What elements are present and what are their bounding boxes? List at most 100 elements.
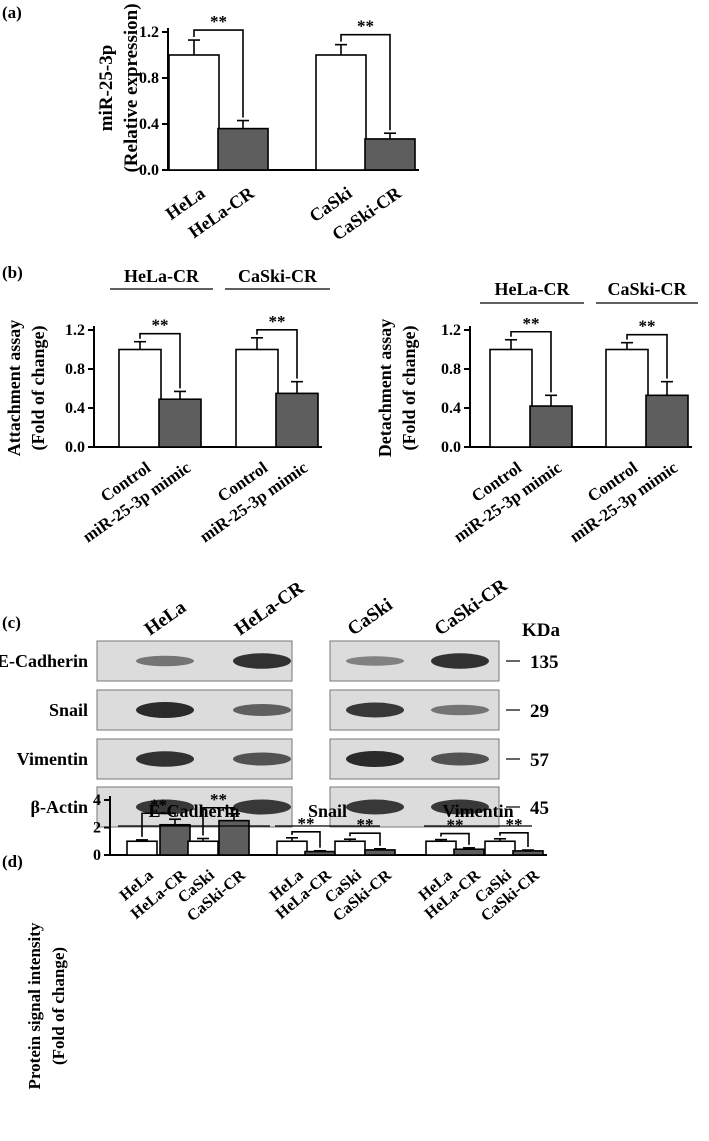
group-label: Vimentin (442, 801, 513, 821)
bar-treated (364, 138, 416, 171)
significance-label: ** (639, 317, 656, 336)
bar-treated (159, 823, 191, 856)
significance-label: ** (357, 815, 374, 834)
group-label: CaSki-CR (607, 279, 687, 299)
bar-treated (453, 848, 485, 856)
panel-b-right-ylabel-2: (Fold of change) (399, 326, 420, 451)
kda-header: KDa (522, 620, 561, 641)
bar-treated (158, 398, 202, 448)
bar-control (489, 348, 533, 448)
group-label: HeLa-CR (124, 266, 200, 286)
bar-control (484, 840, 516, 856)
blot-band (233, 653, 291, 669)
significance-label: ** (506, 815, 523, 834)
group-label: E-Cadherin (148, 801, 239, 821)
significance-label: ** (150, 795, 167, 814)
y-tick-label: 1.2 (139, 24, 159, 41)
significance-label: ** (210, 790, 227, 809)
significance-label: ** (152, 316, 169, 335)
bar-treated (512, 850, 544, 856)
significance-bracket (291, 831, 321, 848)
y-tick-label: 0.0 (441, 439, 461, 456)
blot-band (431, 653, 489, 669)
kda-marker-label: 57 (530, 750, 550, 771)
group-label: HeLa-CR (495, 279, 571, 299)
bar-control (315, 54, 367, 171)
bar-treated (645, 394, 689, 448)
panel-d-ylabel-2: (Fold of change) (49, 947, 68, 1065)
y-tick-label: 0.8 (139, 70, 159, 87)
blot-band (233, 704, 291, 716)
y-tick-label: 0.8 (65, 361, 85, 378)
blot-band (431, 704, 489, 716)
y-tick-label: 0.4 (441, 400, 461, 417)
blot-band (233, 752, 291, 766)
significance-bracket (256, 328, 298, 379)
blot-band (346, 751, 404, 767)
bar-treated (275, 392, 319, 448)
significance-bracket (141, 812, 176, 837)
y-tick-label: 1.2 (441, 322, 461, 339)
panel-d-letter: (d) (2, 852, 23, 871)
significance-label: ** (523, 314, 540, 333)
panel-a-ylabel-1: miR-25-3p (96, 45, 117, 132)
significance-label: ** (447, 816, 464, 835)
kda-marker-label: 45 (530, 798, 549, 819)
blot-band (136, 799, 194, 815)
panel-b-left-ylabel-2: (Fold of change) (28, 326, 49, 451)
blot-band (346, 799, 404, 815)
significance-bracket (440, 832, 470, 845)
bar-control (334, 840, 366, 856)
blot-rows: E-Cadherin 135 Snail 29 Vimentin 57 β-Actin 45 (0, 640, 559, 828)
blot-band (431, 752, 489, 766)
bar-control (118, 348, 162, 448)
y-tick-label: 0.4 (65, 400, 85, 417)
panel-b-left-ylabel-1: Attachment assay (4, 320, 24, 457)
y-tick-label: 1.2 (65, 322, 85, 339)
y-tick-label: 0.4 (139, 116, 159, 133)
significance-bracket (349, 832, 381, 846)
significance-bracket (193, 29, 244, 118)
panel-b-letter: (b) (2, 263, 23, 282)
bar-control (126, 840, 158, 856)
y-tick-label: 4 (93, 792, 101, 809)
kda-marker-label: 135 (530, 652, 559, 673)
blot-band (136, 751, 194, 767)
bar-treated (217, 127, 269, 171)
y-tick-label: 0.0 (139, 162, 159, 179)
significance-bracket (626, 333, 668, 379)
y-tick-label: 0 (93, 847, 101, 864)
y-tick-label: 2 (93, 820, 101, 837)
significance-bracket (202, 806, 235, 836)
panel-d-ylabel-1: Protein signal intensity (25, 922, 44, 1089)
panel-a-letter: (a) (2, 3, 22, 22)
bar-treated (364, 849, 396, 856)
group-label: Snail (308, 801, 347, 821)
significance-label: ** (298, 814, 315, 833)
panel-b-right-ylabel-1: Detachment assay (375, 319, 395, 457)
lane-label-caski: CaSki (344, 594, 397, 640)
blot-row-label: Vimentin (17, 749, 88, 769)
bar-control (187, 840, 219, 856)
blot-row-label: β-Actin (31, 797, 88, 817)
kda-marker-label: 29 (530, 701, 549, 722)
western-blot: HeLa HeLa-CR CaSki CaSki-CR KDa E-Cadher… (0, 575, 561, 828)
significance-label: ** (357, 17, 374, 36)
bar-control (276, 840, 308, 856)
blot-band (431, 799, 489, 815)
blot-row-label: E-Cadherin (0, 651, 88, 671)
significance-bracket (499, 831, 529, 848)
significance-label: ** (269, 312, 286, 331)
significance-bracket (340, 33, 391, 131)
bar-control (235, 348, 279, 448)
bar-control (605, 348, 649, 448)
bar-treated (529, 405, 573, 448)
blot-band (233, 799, 291, 815)
group-label: CaSki-CR (238, 266, 318, 286)
y-tick-label: 0.0 (65, 439, 85, 456)
